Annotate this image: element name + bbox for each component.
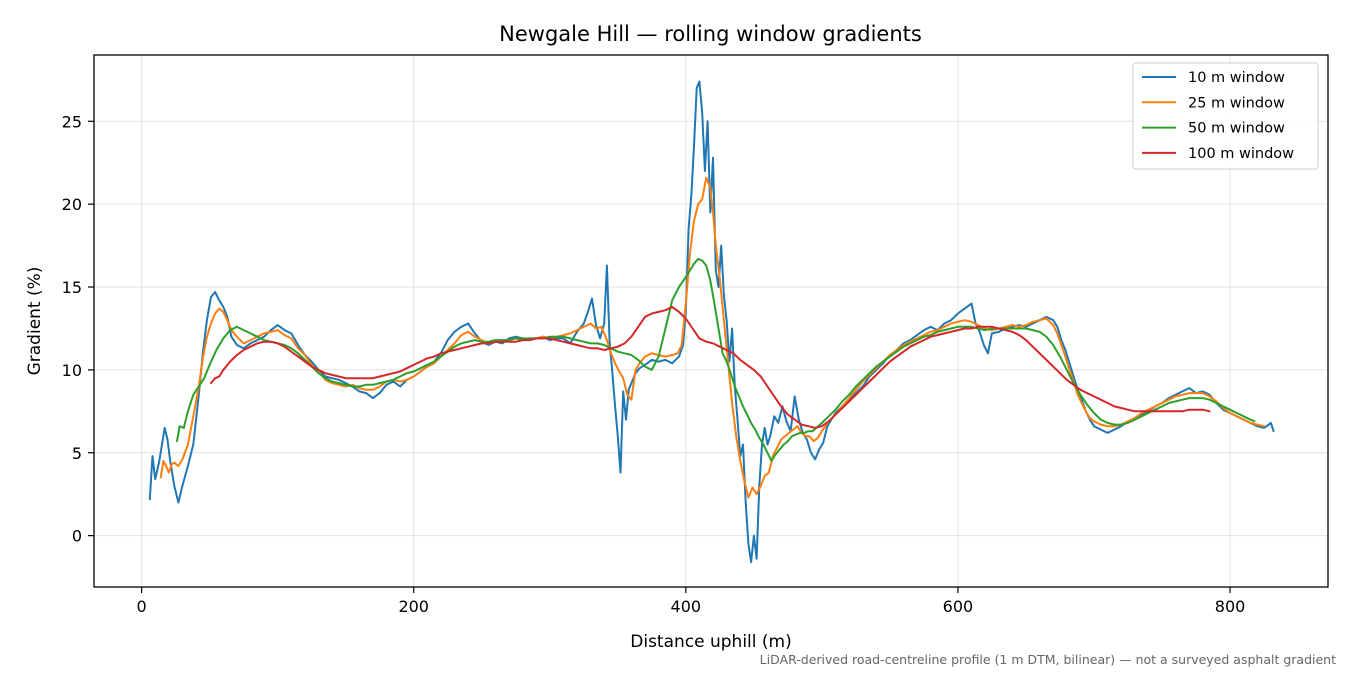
y-tick-label: 10 — [62, 361, 82, 380]
chart-title: Newgale Hill — rolling window gradients — [499, 22, 922, 46]
legend-label-2: 25 m window — [1188, 95, 1285, 111]
legend: 10 m window 25 m window 50 m window 100 m w… — [1132, 62, 1319, 170]
plot-frame — [93, 54, 1329, 588]
y-axis-label: Gradient (%) — [25, 267, 45, 376]
legend-label-3: 50 m window — [1188, 121, 1285, 137]
series-line-1 — [148, 80, 1275, 564]
y-tick-label: 5 — [72, 444, 82, 463]
x-tick-label: 200 — [398, 597, 429, 616]
legend-label-4: 100 m window — [1188, 146, 1294, 162]
axis-ticks: 0 200 400 600 800 0 5 10 15 20 25 — [62, 112, 1246, 616]
y-tick-label: 15 — [62, 278, 82, 297]
legend-box — [1132, 62, 1319, 170]
x-tick-label: 400 — [671, 597, 702, 616]
legend-label-1: 10 m window — [1188, 70, 1285, 86]
y-tick-label: 25 — [62, 112, 82, 131]
footnote: LiDAR-derived road-centreline profile (1… — [760, 652, 1336, 667]
x-axis-label: Distance uphill (m) — [630, 632, 791, 652]
x-tick-label: 600 — [943, 597, 974, 616]
y-tick-label: 0 — [72, 527, 82, 546]
series-line-4 — [210, 305, 1211, 429]
x-tick-label: 0 — [137, 597, 147, 616]
y-tick-label: 20 — [62, 195, 82, 214]
series-line-3 — [176, 257, 1256, 462]
series-lines — [148, 80, 1275, 564]
x-tick-label: 800 — [1215, 597, 1246, 616]
series-line-2 — [159, 176, 1266, 499]
